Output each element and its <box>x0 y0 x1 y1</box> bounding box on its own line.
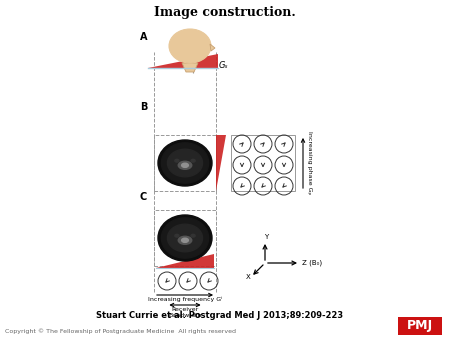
Text: Z (B₀): Z (B₀) <box>302 260 322 266</box>
Text: Gₛ: Gₛ <box>219 62 229 71</box>
Text: C: C <box>140 192 147 202</box>
Ellipse shape <box>175 234 179 237</box>
Ellipse shape <box>175 159 179 162</box>
Text: A: A <box>140 32 148 42</box>
Text: Stuart Currie et al. Postgrad Med J 2013;89:209-223: Stuart Currie et al. Postgrad Med J 2013… <box>96 311 343 320</box>
Ellipse shape <box>191 159 195 162</box>
Ellipse shape <box>170 42 175 50</box>
Polygon shape <box>182 63 198 72</box>
Polygon shape <box>148 54 218 68</box>
Text: Increasing phase Gₚ: Increasing phase Gₚ <box>307 131 312 195</box>
Text: PMJ: PMJ <box>407 319 433 333</box>
Ellipse shape <box>167 224 202 252</box>
Bar <box>231 135 295 191</box>
Ellipse shape <box>178 161 192 169</box>
Text: B: B <box>140 102 148 112</box>
Polygon shape <box>156 254 214 268</box>
FancyBboxPatch shape <box>398 317 442 335</box>
Ellipse shape <box>167 149 202 177</box>
Bar <box>154 135 216 191</box>
Polygon shape <box>210 44 215 51</box>
Ellipse shape <box>178 236 192 244</box>
Text: Receiver
Bandwidth: Receiver Bandwidth <box>168 307 202 318</box>
Ellipse shape <box>169 29 211 63</box>
Text: Copyright © The Fellowship of Postgraduate Medicine  All rights reserved: Copyright © The Fellowship of Postgradua… <box>5 328 236 334</box>
Text: X: X <box>246 274 250 280</box>
Ellipse shape <box>158 140 212 186</box>
Bar <box>154 210 216 266</box>
Text: Image construction.: Image construction. <box>154 6 296 19</box>
Ellipse shape <box>162 143 209 183</box>
Ellipse shape <box>182 238 189 242</box>
Text: Increasing frequency Gⁱ: Increasing frequency Gⁱ <box>148 296 222 302</box>
Ellipse shape <box>191 234 195 237</box>
Ellipse shape <box>158 215 212 261</box>
Ellipse shape <box>162 218 209 258</box>
Polygon shape <box>216 135 226 191</box>
Text: Y: Y <box>264 234 268 240</box>
Ellipse shape <box>182 163 189 167</box>
